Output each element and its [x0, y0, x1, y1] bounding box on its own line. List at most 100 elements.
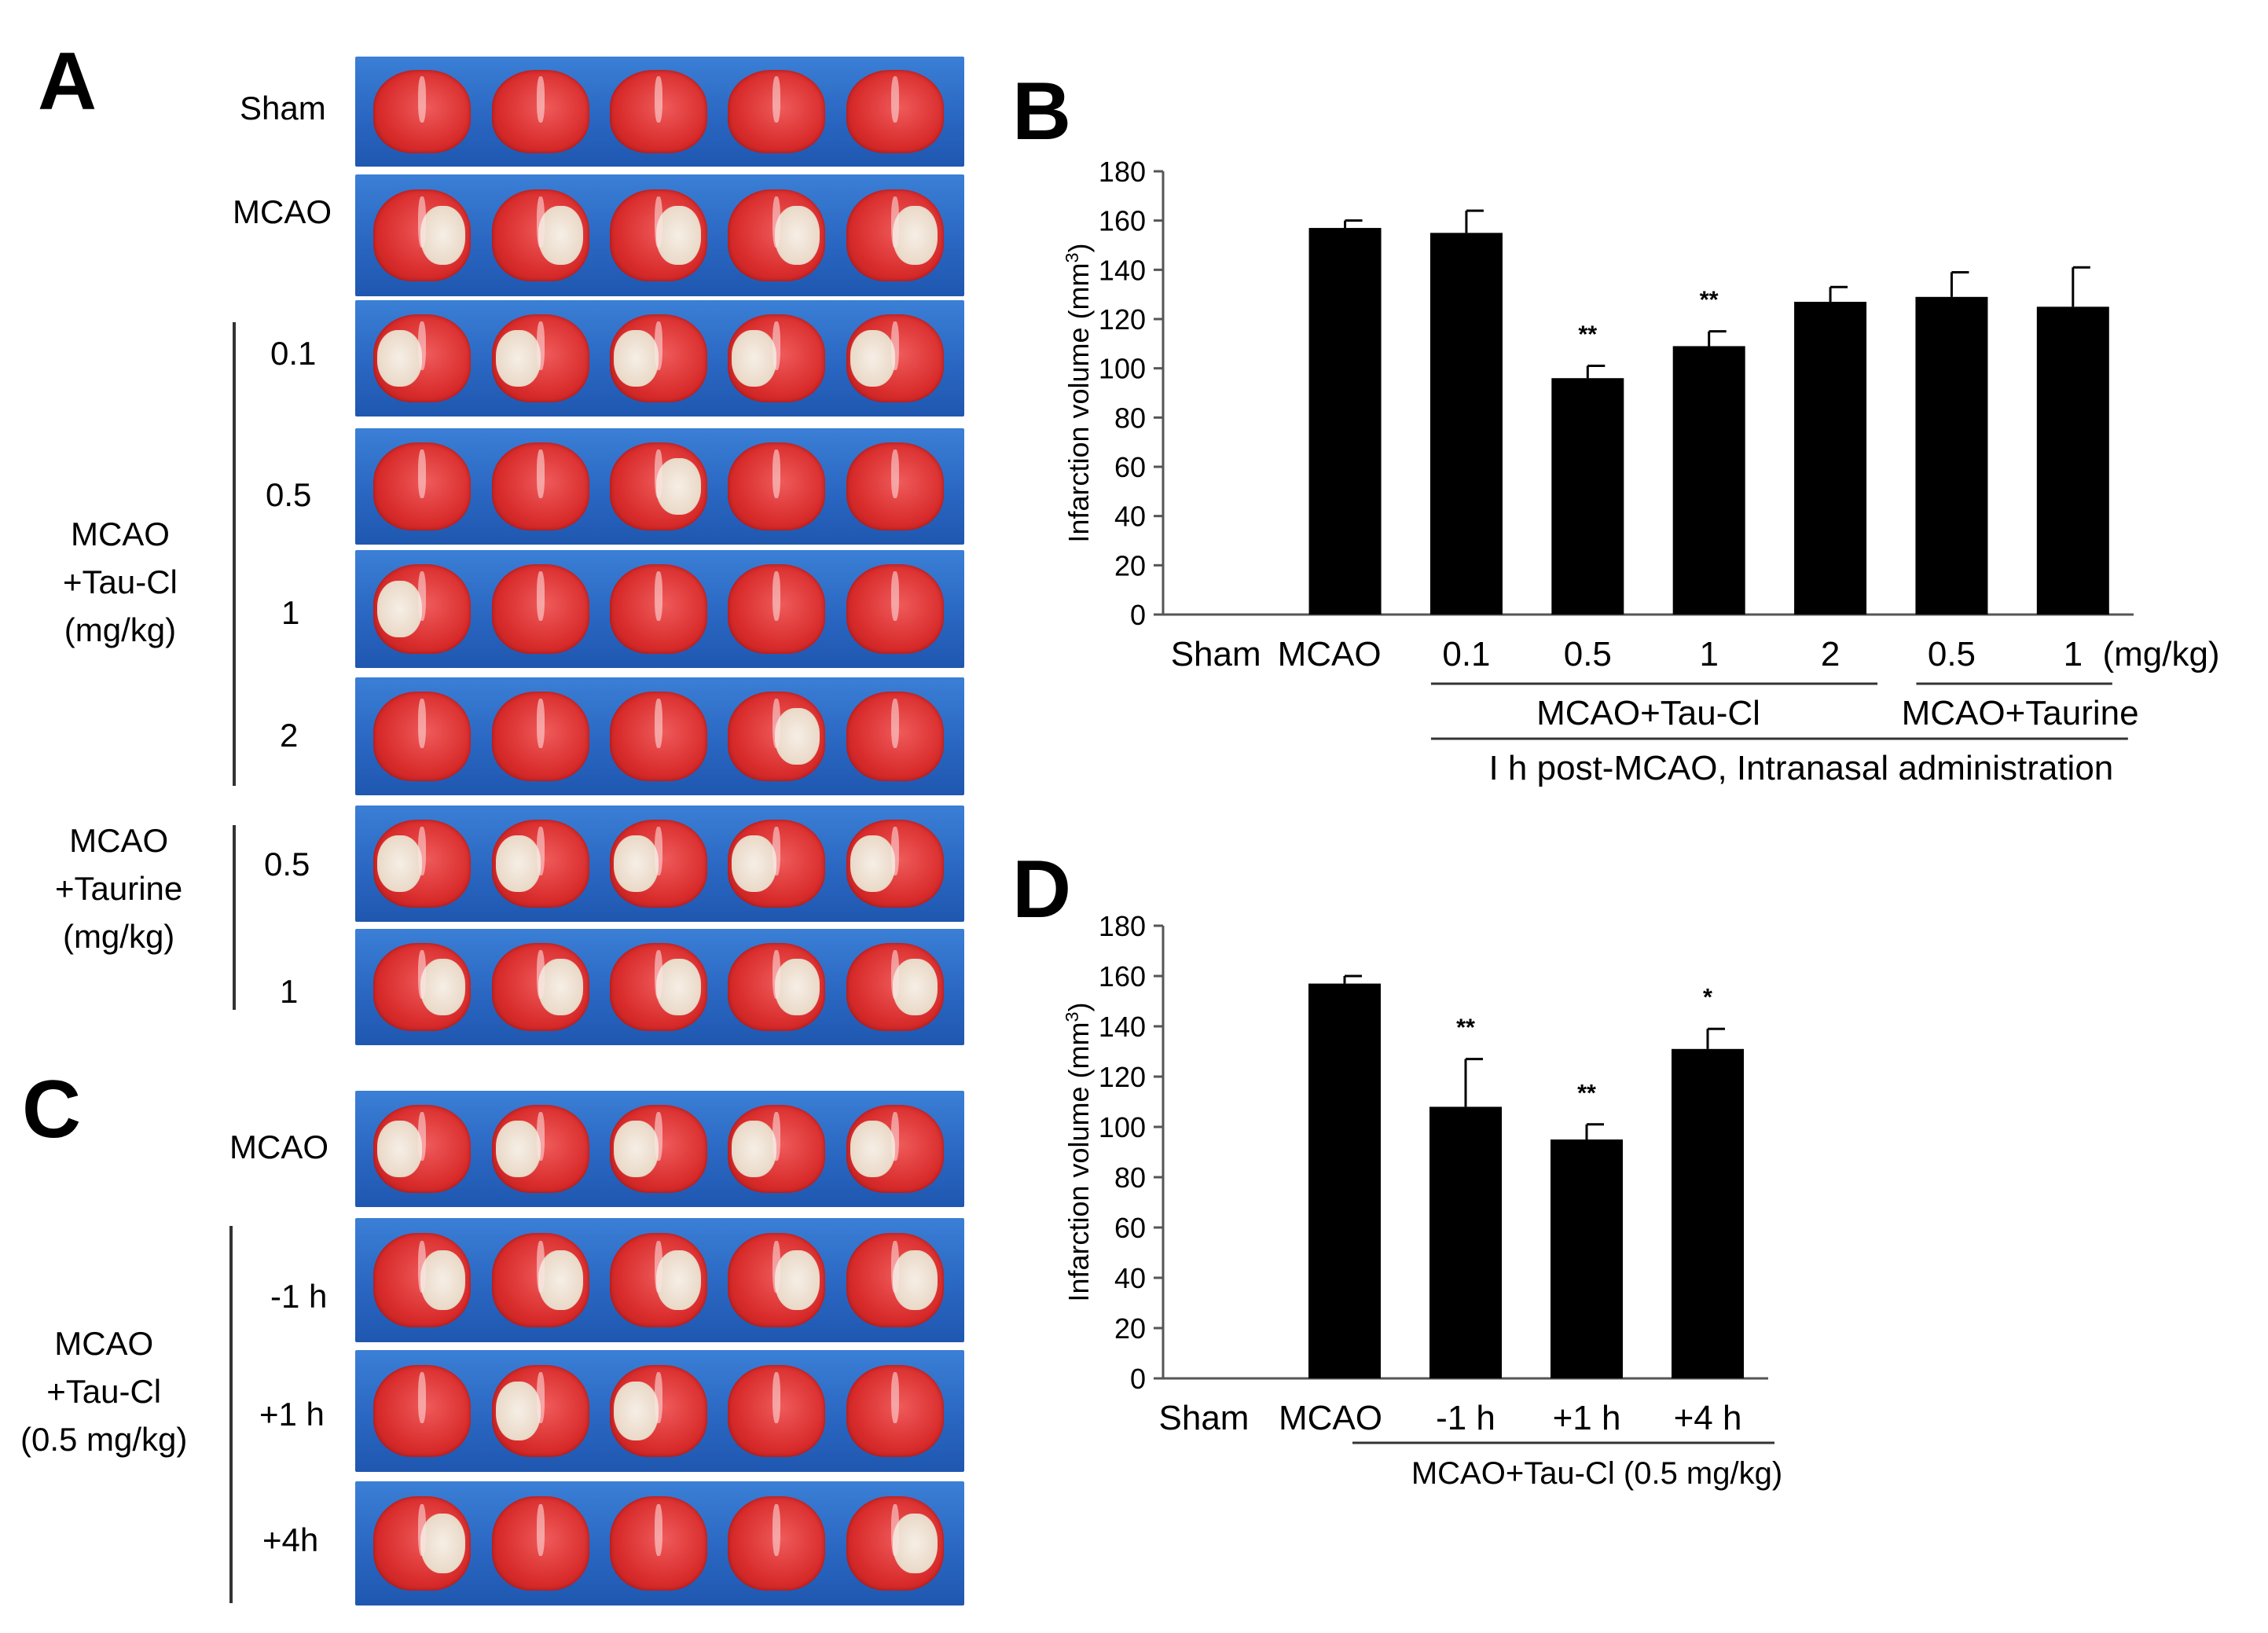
infarct-area — [732, 835, 777, 892]
brain-slice — [846, 1104, 944, 1194]
y-tick-label: 40 — [1114, 501, 1146, 533]
brain-slice — [491, 189, 589, 282]
brain-slice — [846, 442, 944, 531]
infarct-area — [656, 958, 702, 1015]
infarct-area — [656, 1250, 702, 1311]
x-unit-label: (mg/kg) — [2102, 635, 2219, 673]
bar — [1429, 1106, 1502, 1378]
y-tick-label: 140 — [1099, 254, 1146, 286]
timing-label-b: I h post-MCAO, Intranasal administration — [1488, 749, 2113, 787]
y-tick-label: 180 — [1099, 910, 1146, 942]
brain-slice — [728, 189, 826, 282]
y-tick-label: 0 — [1130, 599, 1146, 631]
group-label-taurine-line2: +Taurine — [55, 869, 183, 907]
time-label-plus4: +4h — [262, 1521, 319, 1558]
slice-strip — [355, 677, 964, 795]
y-tick-label: 100 — [1099, 353, 1146, 385]
brain-slice — [491, 819, 589, 908]
brain-slice — [491, 1104, 589, 1194]
infarct-area — [420, 1250, 465, 1311]
brain-slice — [373, 692, 472, 781]
group-label-taucl-line2: +Tau-Cl — [63, 563, 178, 600]
slice-strip — [355, 1350, 964, 1472]
brain-slice — [728, 1104, 826, 1194]
infarct-area — [420, 1513, 465, 1574]
brain-slice — [728, 942, 826, 1032]
brain-slice — [491, 442, 589, 531]
y-tick-label: 60 — [1114, 451, 1146, 483]
x-tick-label: -1 h — [1436, 1399, 1495, 1437]
brain-slice — [609, 1364, 707, 1458]
y-tick-label: 120 — [1099, 303, 1146, 336]
bar — [2036, 306, 2109, 615]
infarct-area — [893, 958, 938, 1015]
bar — [1551, 378, 1624, 615]
infarct-area — [850, 329, 895, 387]
brain-slice — [728, 1364, 826, 1458]
brain-slice — [609, 1232, 707, 1328]
brain-slice — [373, 564, 472, 654]
brain-slice — [609, 69, 707, 154]
brain-slice — [373, 1495, 472, 1591]
infarct-area — [377, 1120, 423, 1177]
y-axis-label-superscript: 3 — [1062, 1011, 1082, 1022]
panel-letter-d: D — [1012, 844, 1072, 935]
bar — [1308, 228, 1382, 615]
slice-strip — [355, 929, 964, 1045]
time-label-minus1: -1 h — [270, 1278, 328, 1315]
y-tick-label: 80 — [1114, 1161, 1146, 1194]
brain-slice — [373, 1104, 472, 1194]
brain-slice — [846, 1232, 944, 1328]
y-axis-label-close: ) — [1062, 1002, 1095, 1011]
row-label-mcao: MCAO — [233, 193, 332, 230]
brain-slice — [373, 442, 472, 531]
brain-slice — [491, 69, 589, 154]
y-axis-label: Infarction volume (mm3) — [1062, 1002, 1095, 1301]
group-label-taucl: MCAO +Tau-Cl (mg/kg) — [63, 511, 178, 655]
x-tick-label: 2 — [1821, 635, 1840, 673]
brain-slice — [846, 942, 944, 1032]
brain-slice — [728, 442, 826, 531]
chart-d: 0 20 40 60 80 100 120 140 160 180 Infarction volum… — [1062, 910, 1782, 1491]
significance-marker: ** — [1577, 1080, 1596, 1106]
y-axis-label-superscript: 3 — [1062, 252, 1082, 262]
bracket-taucl — [233, 322, 236, 786]
y-tick-label: 120 — [1099, 1061, 1146, 1093]
infarct-area — [850, 835, 895, 892]
panel-letter-a: A — [38, 36, 97, 127]
brain-slice — [728, 819, 826, 908]
y-tick-label: 100 — [1099, 1111, 1146, 1143]
infarct-area — [538, 1250, 584, 1311]
dose-label-0-5: 0.5 — [266, 476, 312, 513]
brain-slice — [609, 1495, 707, 1591]
y-tick-label: 0 — [1130, 1363, 1146, 1395]
brain-slice — [846, 564, 944, 654]
x-tick-label: +4 h — [1674, 1399, 1742, 1437]
x-tick-label: 0.1 — [1442, 635, 1490, 673]
infarct-area — [613, 1381, 659, 1441]
infarct-area — [774, 707, 820, 765]
brain-slice — [846, 692, 944, 781]
brain-slice — [846, 189, 944, 282]
dose-label-1: 1 — [281, 594, 300, 631]
brain-slice — [609, 942, 707, 1032]
infarct-area — [774, 1250, 820, 1311]
y-tick-label: 80 — [1114, 402, 1146, 434]
group-label-d-taucl: MCAO+Tau-Cl (0.5 mg/kg) — [1411, 1456, 1782, 1491]
bracket-taurine — [233, 825, 236, 1010]
time-label-plus1: +1 h — [259, 1396, 325, 1433]
y-tick-label: 40 — [1114, 1262, 1146, 1294]
group-label-c-line2: +Tau-Cl — [46, 1372, 162, 1410]
group-label-c: MCAO +Tau-Cl (0.5 mg/kg) — [20, 1320, 187, 1464]
brain-slice — [609, 1104, 707, 1194]
y-tick-label: 60 — [1114, 1212, 1146, 1244]
infarct-area — [732, 1120, 777, 1177]
group-label-c-line3: (0.5 mg/kg) — [20, 1420, 188, 1458]
chart-b: 0 20 40 60 80 100 120 140 160 180 Infarction volum… — [1062, 156, 2220, 787]
y-axis-label-close: ) — [1062, 243, 1095, 252]
brain-slice — [846, 1364, 944, 1458]
x-tick-label: Sham — [1159, 1399, 1250, 1437]
group-label-b-taucl: MCAO+Tau-Cl — [1536, 694, 1760, 732]
x-tick-label: Sham — [1171, 635, 1261, 673]
brain-slice — [373, 1364, 472, 1458]
